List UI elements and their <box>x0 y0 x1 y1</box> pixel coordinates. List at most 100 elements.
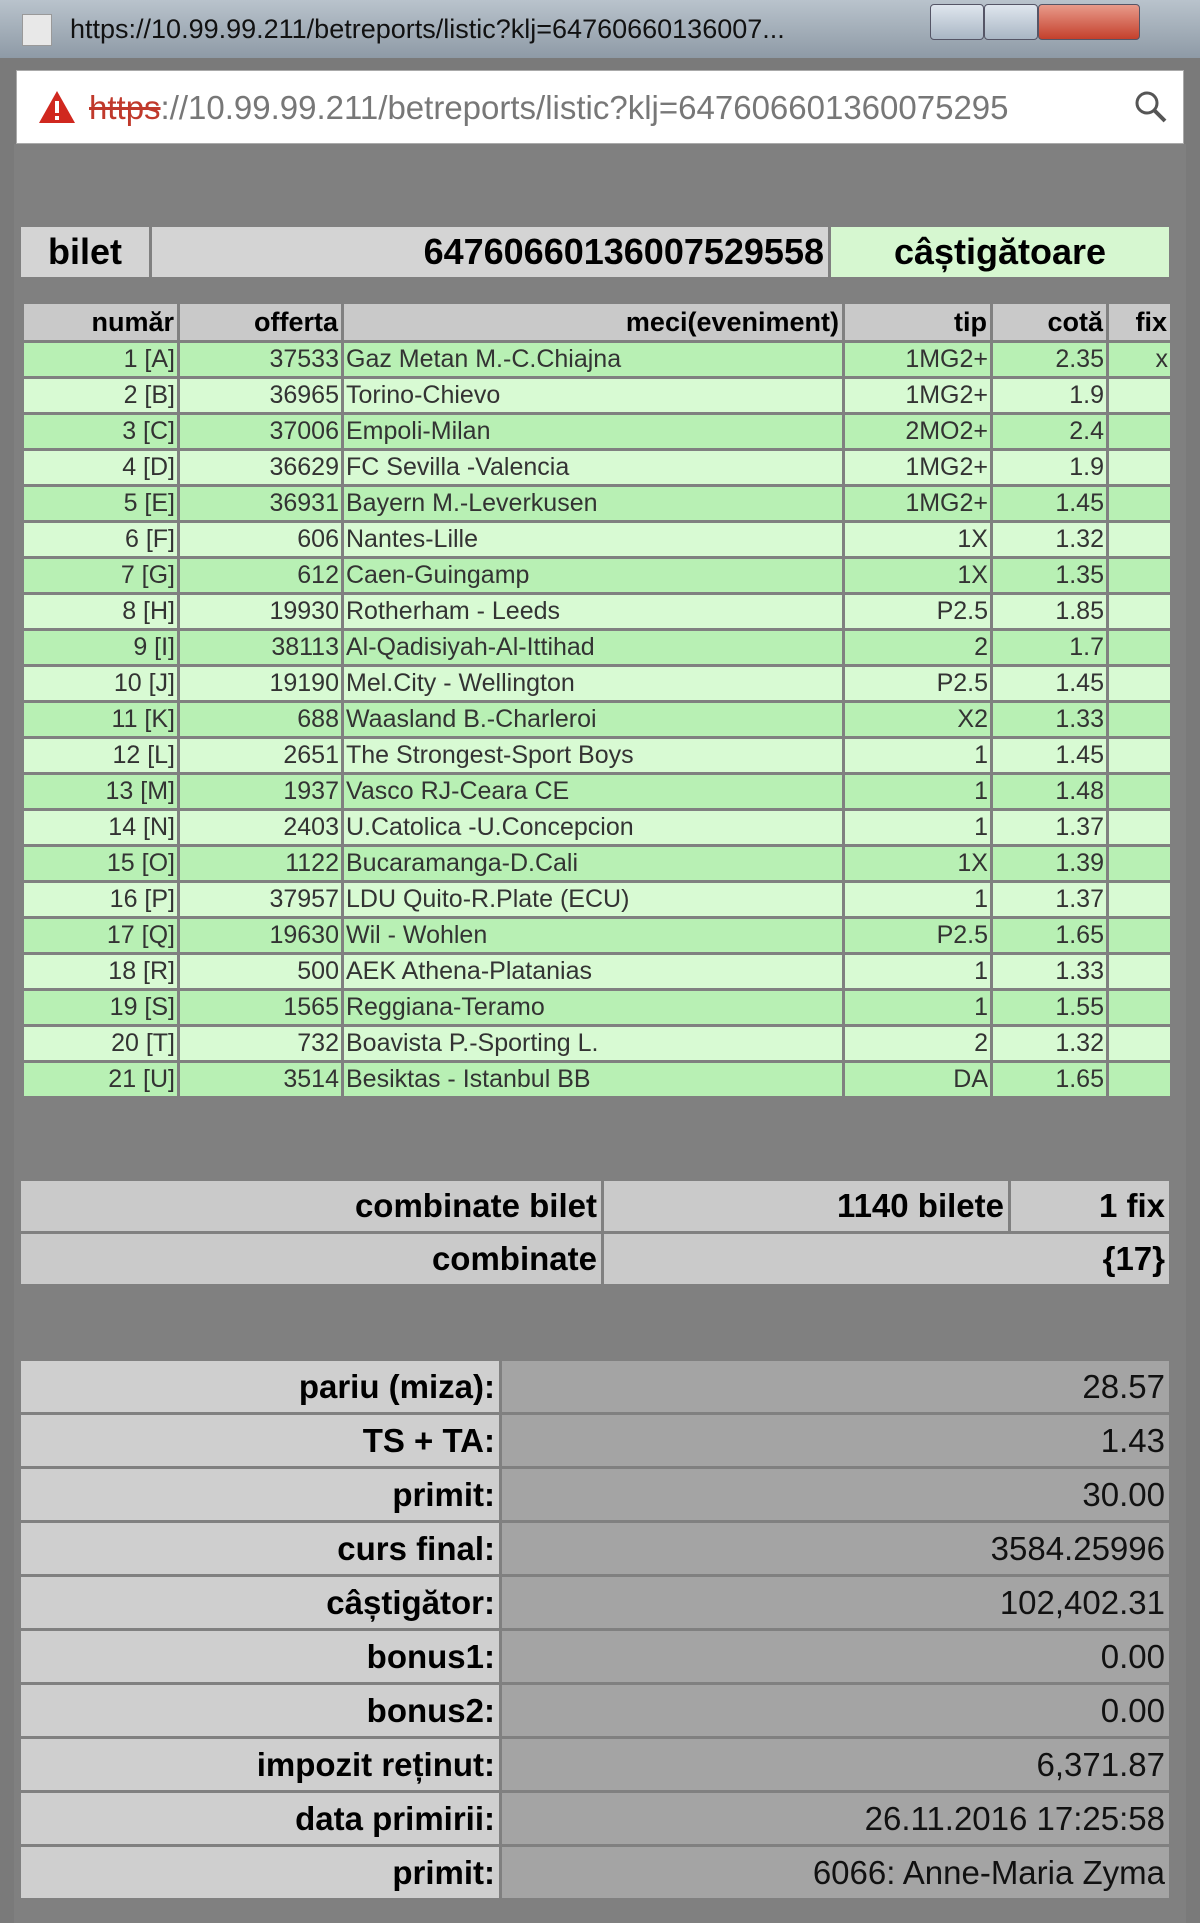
summary-label: pariu (miza): <box>21 1361 499 1412</box>
window-title: https://10.99.99.211/betreports/listic?k… <box>70 14 785 44</box>
summary-value: 6066: Anne-Maria Zyma <box>502 1847 1169 1898</box>
cell: 1.45 <box>993 667 1106 700</box>
cell <box>1109 487 1170 520</box>
cell: 1.45 <box>993 739 1106 772</box>
summary-value: 26.11.2016 17:25:58 <box>502 1793 1169 1844</box>
cell: 8 [H] <box>24 595 177 628</box>
cell: 1.37 <box>993 883 1106 916</box>
cell <box>1109 1063 1170 1096</box>
cell: 20 [T] <box>24 1027 177 1060</box>
cell: Gaz Metan M.-C.Chiajna <box>344 343 842 376</box>
cell: Vasco RJ-Ceara CE <box>344 775 842 808</box>
summary-row: bonus2: 0.00 <box>21 1685 1169 1736</box>
cell: 1.9 <box>993 451 1106 484</box>
cell: 1MG2+ <box>845 487 990 520</box>
cell: 13 [M] <box>24 775 177 808</box>
comb-count: 1140 bilete <box>604 1181 1008 1231</box>
cell <box>1109 991 1170 1024</box>
cell: 2403 <box>180 811 341 844</box>
ticket-label: bilet <box>21 227 149 277</box>
comb-label: combinate bilet <box>21 1181 601 1231</box>
close-button[interactable] <box>1038 4 1140 40</box>
cell: 1X <box>845 523 990 556</box>
cell <box>1109 631 1170 664</box>
zoom-icon[interactable] <box>1133 89 1169 125</box>
cell: The Strongest-Sport Boys <box>344 739 842 772</box>
cell: P2.5 <box>845 667 990 700</box>
events-table: număr offerta meci(eveniment) tip cotă fix 1 [… <box>21 301 1173 1099</box>
event-row: 2 [B] 36965 Torino-Chievo 1MG2+ 1.9 <box>24 379 1170 412</box>
event-row: 21 [U] 3514 Besiktas - Istanbul BB DA 1.65 <box>24 1063 1170 1096</box>
cell: 1565 <box>180 991 341 1024</box>
cell: 1.35 <box>993 559 1106 592</box>
summary-value: 6,371.87 <box>502 1739 1169 1790</box>
cell: 19190 <box>180 667 341 700</box>
address-bar[interactable]: https://10.99.99.211/betreports/listic?k… <box>16 70 1184 144</box>
summary-row: TS + TA: 1.43 <box>21 1415 1169 1466</box>
summary-row: bonus1: 0.00 <box>21 1631 1169 1682</box>
summary-row: primit: 6066: Anne-Maria Zyma <box>21 1847 1169 1898</box>
cell <box>1109 919 1170 952</box>
cell: 2.35 <box>993 343 1106 376</box>
event-row: 10 [J] 19190 Mel.City - Wellington P2.5 1.45 <box>24 667 1170 700</box>
cell: U.Catolica -U.Concepcion <box>344 811 842 844</box>
summary-label: impozit reținut: <box>21 1739 499 1790</box>
url: https://10.99.99.211/betreports/listic?k… <box>89 89 1119 127</box>
summary-value: 102,402.31 <box>502 1577 1169 1628</box>
cell: 2 [B] <box>24 379 177 412</box>
cell <box>1109 1027 1170 1060</box>
event-row: 19 [S] 1565 Reggiana-Teramo 1 1.55 <box>24 991 1170 1024</box>
event-row: 12 [L] 2651 The Strongest-Sport Boys 1 1.45 <box>24 739 1170 772</box>
summary-value: 0.00 <box>502 1685 1169 1736</box>
cell: 1.45 <box>993 487 1106 520</box>
event-row: 11 [K] 688 Waasland B.-Charleroi X2 1.33 <box>24 703 1170 736</box>
minimize-button[interactable] <box>930 4 984 40</box>
event-row: 7 [G] 612 Caen-Guingamp 1X 1.35 <box>24 559 1170 592</box>
cell: 21 [U] <box>24 1063 177 1096</box>
cell: 18 [R] <box>24 955 177 988</box>
maximize-button[interactable] <box>984 4 1038 40</box>
event-row: 14 [N] 2403 U.Catolica -U.Concepcion 1 1.37 <box>24 811 1170 844</box>
cell: 11 [K] <box>24 703 177 736</box>
cell <box>1109 703 1170 736</box>
cell: 36931 <box>180 487 341 520</box>
cell: 606 <box>180 523 341 556</box>
cell: 1.55 <box>993 991 1106 1024</box>
event-row: 3 [C] 37006 Empoli-Milan 2MO2+ 2.4 <box>24 415 1170 448</box>
cell: 2 <box>845 1027 990 1060</box>
cell: 1937 <box>180 775 341 808</box>
cell: 3 [C] <box>24 415 177 448</box>
cell: 1.37 <box>993 811 1106 844</box>
column-header: tip <box>845 304 990 340</box>
url-scheme: https <box>89 89 161 126</box>
cell: 1.33 <box>993 955 1106 988</box>
event-row: 15 [O] 1122 Bucaramanga-D.Cali 1X 1.39 <box>24 847 1170 880</box>
cell <box>1109 667 1170 700</box>
cell: 1 <box>845 811 990 844</box>
summary-label: curs final: <box>21 1523 499 1574</box>
cell: Nantes-Lille <box>344 523 842 556</box>
cell: 1.33 <box>993 703 1106 736</box>
cell: 2MO2+ <box>845 415 990 448</box>
event-row: 4 [D] 36629 FC Sevilla -Valencia 1MG2+ 1.9 <box>24 451 1170 484</box>
cell: 19630 <box>180 919 341 952</box>
cell: 37533 <box>180 343 341 376</box>
cell <box>1109 523 1170 556</box>
comb-label: combinate <box>21 1234 601 1284</box>
event-row: 5 [E] 36931 Bayern M.-Leverkusen 1MG2+ 1.45 <box>24 487 1170 520</box>
cell: 4 [D] <box>24 451 177 484</box>
cell: 2 <box>845 631 990 664</box>
summary-label: primit: <box>21 1469 499 1520</box>
cell: 1X <box>845 847 990 880</box>
summary-value: 1.43 <box>502 1415 1169 1466</box>
cell: 1 <box>845 991 990 1024</box>
cell: Boavista P.-Sporting L. <box>344 1027 842 1060</box>
cell: Bucaramanga-D.Cali <box>344 847 842 880</box>
cell: 1.32 <box>993 1027 1106 1060</box>
event-row: 1 [A] 37533 Gaz Metan M.-C.Chiajna 1MG2+ 2.3… <box>24 343 1170 376</box>
cell: 14 [N] <box>24 811 177 844</box>
cell: Empoli-Milan <box>344 415 842 448</box>
cell: 3514 <box>180 1063 341 1096</box>
